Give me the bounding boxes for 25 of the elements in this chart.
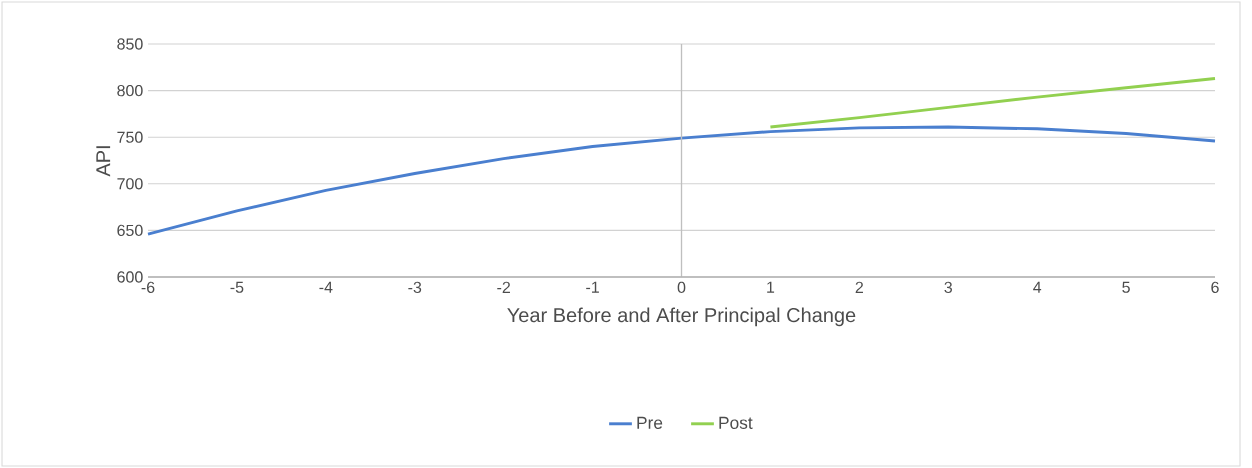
x-tick-label: 2 bbox=[855, 281, 863, 293]
x-tick-label: 4 bbox=[1033, 281, 1042, 293]
x-tick-label: 1 bbox=[767, 281, 775, 293]
x-tick-label: -2 bbox=[497, 281, 510, 293]
line-series bbox=[146, 125, 1217, 236]
x-tick-label: -1 bbox=[586, 281, 599, 293]
x-tick-label: 3 bbox=[944, 281, 952, 294]
y-tick-label: 850 bbox=[117, 38, 143, 50]
y-tick-label: 650 bbox=[117, 224, 143, 237]
line-series bbox=[768, 77, 1217, 129]
legend-label: Pre bbox=[637, 416, 663, 429]
x-tick-label: -5 bbox=[230, 281, 244, 293]
x-tick-label: -4 bbox=[319, 281, 333, 293]
y-axis-title: API bbox=[96, 146, 111, 177]
x-tick-label: -6 bbox=[141, 281, 155, 294]
y-tick-label: 600 bbox=[117, 271, 143, 283]
legend-label: Post bbox=[719, 416, 753, 429]
x-axis-title: Year Before and After Principal Change bbox=[507, 307, 856, 327]
x-tick-label: -3 bbox=[408, 281, 422, 294]
y-tick-label: 700 bbox=[117, 178, 143, 190]
x-tick-label: 6 bbox=[1211, 281, 1219, 294]
y-tick-label: 750 bbox=[117, 131, 143, 143]
x-tick-label: 0 bbox=[677, 281, 686, 294]
x-tick-label: 5 bbox=[1122, 281, 1130, 293]
y-tick-label: 800 bbox=[117, 84, 143, 97]
